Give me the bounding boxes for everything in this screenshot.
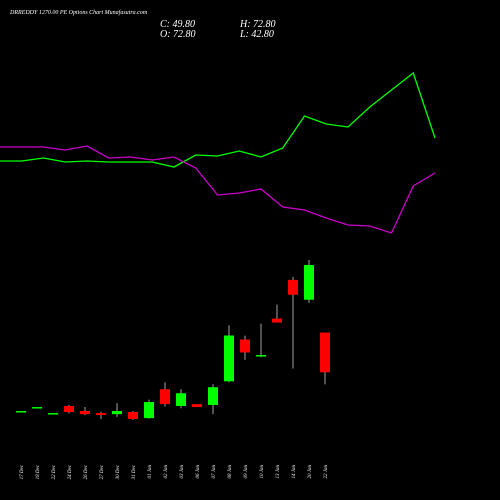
x-tick-label: 31 Dec — [132, 464, 137, 479]
x-tick-label: 22 Jan — [324, 465, 329, 479]
chart-title: DRREDDY 1270.00 PE Options Chart Munafas… — [9, 9, 148, 16]
x-tick-label: 10 Jan — [260, 465, 265, 479]
candle-body — [32, 407, 42, 409]
candle-body — [144, 402, 154, 419]
indicator-line — [0, 145, 436, 234]
low-label: L: 42.80 — [239, 29, 274, 40]
high-label: H: 72.80 — [239, 19, 276, 30]
x-tick-label: 07 Jan — [212, 465, 217, 479]
x-tick-label: 02 Jan — [164, 465, 169, 479]
x-tick-label: 30 Dec — [116, 464, 121, 479]
x-tick-label: 09 Jan — [244, 465, 249, 479]
x-tick-label: 27 Dec — [100, 464, 105, 479]
candle-body — [160, 389, 170, 405]
x-tick-label: 17 Dec — [20, 464, 25, 479]
candle-body — [288, 279, 298, 295]
candle-body — [320, 332, 330, 373]
x-tick-label: 13 Jan — [276, 465, 281, 479]
candle-body — [64, 406, 74, 413]
candle-body — [48, 413, 58, 415]
candle-body — [272, 318, 282, 323]
candle-body — [80, 411, 90, 415]
candle-body — [112, 411, 122, 415]
candle-body — [192, 404, 202, 408]
candle-body — [224, 335, 234, 382]
candle-body — [256, 355, 266, 357]
x-tick-label: 26 Dec — [84, 464, 89, 479]
candle-body — [240, 339, 250, 353]
candle-body — [304, 265, 314, 300]
x-tick-label: 14 Jan — [292, 465, 297, 479]
candle-body — [16, 411, 26, 413]
x-tick-label: 08 Jan — [228, 465, 233, 479]
candle-body — [208, 387, 218, 405]
candle-body — [176, 393, 186, 407]
x-tick-label: 01 Jan — [148, 465, 153, 479]
x-tick-label: 24 Dec — [68, 464, 73, 479]
x-tick-label: 22 Dec — [52, 464, 57, 479]
x-tick-label: 18 Dec — [36, 464, 41, 479]
candle-body — [96, 413, 106, 415]
indicator-line — [0, 71, 436, 168]
x-tick-label: 20 Jan — [308, 465, 313, 479]
x-tick-label: 06 Jan — [196, 465, 201, 479]
close-label: C: 49.80 — [160, 19, 195, 30]
x-tick-label: 03 Jan — [180, 465, 185, 479]
candle-body — [128, 412, 138, 419]
open-label: O: 72.80 — [160, 29, 196, 40]
